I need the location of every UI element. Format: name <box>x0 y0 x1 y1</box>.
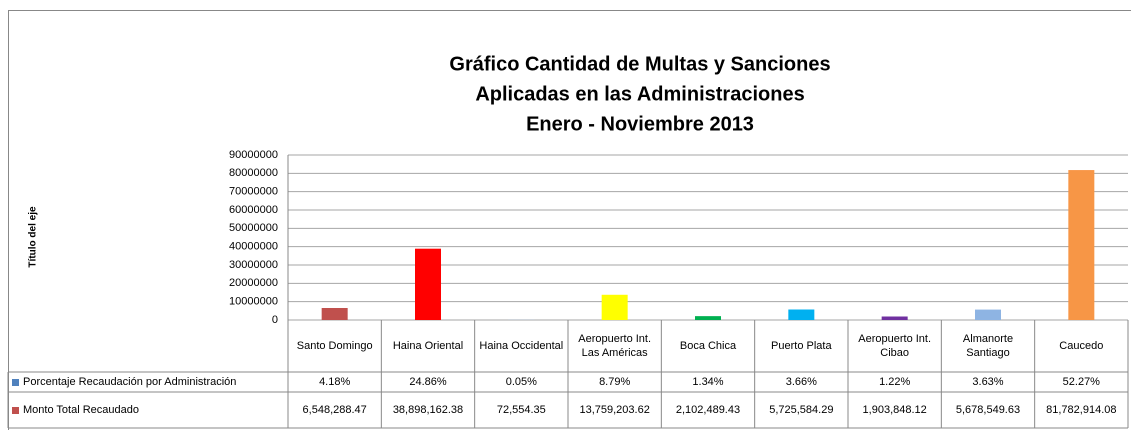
table-value: 1,903,848.12 <box>862 404 927 416</box>
category-label: Haina Occidental <box>479 340 564 352</box>
category-label: Aeropuerto Int. Las Américas <box>578 333 652 359</box>
y-tick-label: 70000000 <box>229 186 278 198</box>
category-label: Santo Domingo <box>296 340 373 352</box>
table-value: 1.22% <box>879 376 911 388</box>
table-value: 1.34% <box>692 376 724 388</box>
table-value: 3.63% <box>972 376 1004 388</box>
y-tick-label: 0 <box>272 314 278 326</box>
table-value: 4.18% <box>319 376 351 388</box>
table-value: 81,782,914.08 <box>1046 404 1117 416</box>
bar <box>788 309 815 320</box>
y-tick-label: 20000000 <box>229 277 278 289</box>
chart-title: Enero - Noviembre 2013 <box>526 113 754 135</box>
y-tick-label: 90000000 <box>229 149 278 161</box>
y-tick-label: 40000000 <box>229 241 278 253</box>
table-value: 72,554.35 <box>496 404 546 416</box>
table-value: 5,678,549.63 <box>955 404 1021 416</box>
y-tick-label: 10000000 <box>229 296 278 308</box>
table-value: 2,102,489.43 <box>675 404 741 416</box>
table-value: 38,898,162.38 <box>392 404 464 416</box>
bar <box>601 294 628 320</box>
table-value: 13,759,203.62 <box>579 404 650 416</box>
bar <box>975 309 1001 320</box>
table-value: 0.05% <box>505 376 537 388</box>
y-tick-label: 60000000 <box>229 204 278 216</box>
bar <box>695 316 721 320</box>
bar <box>321 307 348 320</box>
category-label: Caucedo <box>1059 340 1104 352</box>
category-label: Haina Oriental <box>392 340 464 352</box>
legend-key <box>12 406 19 414</box>
table-value: 6,548,288.47 <box>302 404 367 416</box>
bar <box>1068 170 1095 320</box>
legend-entry: Porcentaje Recaudación por Administració… <box>8 372 288 392</box>
y-tick-label: 30000000 <box>229 259 278 271</box>
table-value: 24.86% <box>409 376 447 388</box>
table-value: 3.66% <box>785 376 817 388</box>
category-label: Aeropuerto Int. Cibao <box>858 333 932 359</box>
legend-label: Monto Total Recaudado <box>23 403 139 416</box>
bar <box>881 316 908 320</box>
legend-key <box>12 378 19 386</box>
chart-title: Gráfico Cantidad de Multas y Sanciones <box>449 53 830 75</box>
bar <box>415 248 441 320</box>
y-axis-title: Título del eje <box>28 206 39 268</box>
table-value: 8.79% <box>599 376 631 388</box>
category-label: Almanorte Santiago <box>962 333 1014 359</box>
category-label: Puerto Plata <box>771 340 832 352</box>
table-value: 5,725,584.29 <box>769 404 834 416</box>
chart-border <box>8 10 1131 430</box>
chart-title: Aplicadas en las Administraciones <box>475 83 804 105</box>
legend-entry: Monto Total Recaudado <box>8 392 288 428</box>
y-tick-label: 50000000 <box>229 222 278 234</box>
legend-label: Porcentaje Recaudación por Administració… <box>23 375 237 388</box>
table-value: 52.27% <box>1062 376 1100 388</box>
category-label: Boca Chica <box>679 340 737 352</box>
y-tick-label: 80000000 <box>229 167 278 179</box>
